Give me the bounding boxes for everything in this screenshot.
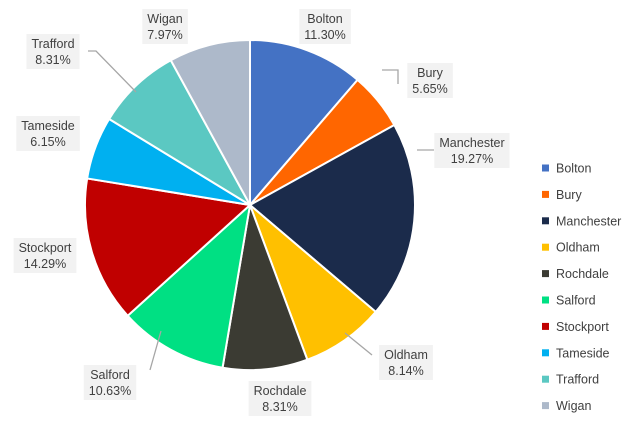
data-label-value: 6.15% xyxy=(30,135,65,149)
leader-line-oldham xyxy=(344,332,373,356)
legend-swatch xyxy=(542,322,549,330)
data-label-value: 7.97% xyxy=(147,28,182,42)
legend-swatch xyxy=(542,164,549,172)
data-label-value: 10.63% xyxy=(89,384,131,398)
data-label-box xyxy=(142,9,188,44)
legend-swatch xyxy=(542,243,549,251)
data-label-tameside: Tameside 6.15% xyxy=(16,116,80,151)
pie-slice-manchester xyxy=(248,123,416,314)
data-label-box xyxy=(407,63,453,98)
legend-item-wigan: Wigan xyxy=(542,399,591,413)
data-label-box xyxy=(434,133,510,168)
legend-swatch xyxy=(542,296,549,304)
legend-item-trafford: Trafford xyxy=(542,373,599,387)
legend-item-manchester: Manchester xyxy=(542,214,621,228)
pie-slice-salford xyxy=(126,202,252,369)
data-label-oldham: Oldham 8.14% xyxy=(379,345,433,380)
data-label-wigan: Wigan 7.97% xyxy=(142,9,188,44)
legend-item-stockport: Stockport xyxy=(542,320,609,334)
data-label-box xyxy=(16,116,80,151)
legend-item-rochdale: Rochdale xyxy=(542,267,609,281)
data-label-value: 8.31% xyxy=(35,53,70,67)
legend-label: Oldham xyxy=(556,241,600,255)
legend-label: Stockport xyxy=(556,320,609,334)
legend-label: Salford xyxy=(556,294,596,308)
legend-swatch xyxy=(542,217,549,225)
legend-label: Bury xyxy=(556,188,582,202)
data-label-category: Tameside xyxy=(21,119,75,133)
data-label-category: Bolton xyxy=(307,12,342,26)
data-label-stockport: Stockport 14.29% xyxy=(13,238,77,273)
legend-label: Tameside xyxy=(556,346,610,360)
pie-slice-wigan xyxy=(169,38,251,206)
legend-label: Manchester xyxy=(556,214,621,228)
pie-slices xyxy=(84,38,416,371)
legend-swatch xyxy=(542,375,549,383)
data-label-box xyxy=(83,365,137,400)
data-label-rochdale: Rochdale 8.31% xyxy=(248,381,312,416)
legend-swatch xyxy=(542,190,549,198)
data-label-value: 14.29% xyxy=(24,257,66,271)
legend-item-bolton: Bolton xyxy=(542,162,591,176)
legend-label: Trafford xyxy=(556,373,599,387)
leader-lines xyxy=(88,50,434,371)
leader-line-bury xyxy=(382,69,399,84)
data-label-manchester: Manchester 19.27% xyxy=(434,133,510,168)
legend: Bolton Bury Manchester Oldham Rochdale Salfor… xyxy=(542,162,621,413)
pie-slice-bolton xyxy=(249,38,359,208)
data-label-box xyxy=(379,345,433,380)
data-label-box xyxy=(248,381,312,416)
data-label-value: 8.14% xyxy=(388,364,423,378)
data-label-trafford: Trafford 8.31% xyxy=(26,34,80,69)
legend-swatch xyxy=(542,270,549,278)
data-label-value: 19.27% xyxy=(451,152,493,166)
pie-slice-trafford xyxy=(107,58,253,208)
data-label-bolton: Bolton 11.30% xyxy=(299,9,351,44)
legend-label: Wigan xyxy=(556,399,591,413)
data-label-box xyxy=(26,34,80,69)
data-label-bury: Bury 5.65% xyxy=(407,63,453,98)
pie-slice-stockport xyxy=(84,177,253,318)
legend-item-oldham: Oldham xyxy=(542,241,600,255)
data-label-category: Salford xyxy=(90,368,130,382)
legend-item-tameside: Tameside xyxy=(542,346,610,360)
legend-swatch xyxy=(542,349,549,357)
legend-swatch xyxy=(542,402,549,410)
data-label-box xyxy=(13,238,77,273)
data-label-value: 8.31% xyxy=(262,400,297,414)
data-label-value: 11.30% xyxy=(304,28,345,42)
data-label-box xyxy=(299,9,351,44)
data-label-category: Trafford xyxy=(31,37,74,51)
data-labels: Bolton 11.30% Bury 5.65% Manchester 19.27% Old… xyxy=(13,9,510,416)
legend-item-bury: Bury xyxy=(542,188,582,202)
data-label-category: Manchester xyxy=(439,136,504,150)
legend-label: Bolton xyxy=(556,162,591,176)
data-label-category: Oldham xyxy=(384,348,428,362)
data-label-category: Rochdale xyxy=(254,384,307,398)
legend-label: Rochdale xyxy=(556,267,609,281)
data-label-category: Bury xyxy=(417,66,443,80)
legend-item-salford: Salford xyxy=(542,294,596,308)
data-label-category: Stockport xyxy=(19,241,72,255)
data-label-salford: Salford 10.63% xyxy=(83,365,137,400)
leader-line-salford xyxy=(149,330,162,371)
leader-line-trafford xyxy=(88,50,137,93)
data-label-category: Wigan xyxy=(147,12,182,26)
data-label-value: 5.65% xyxy=(412,82,447,96)
